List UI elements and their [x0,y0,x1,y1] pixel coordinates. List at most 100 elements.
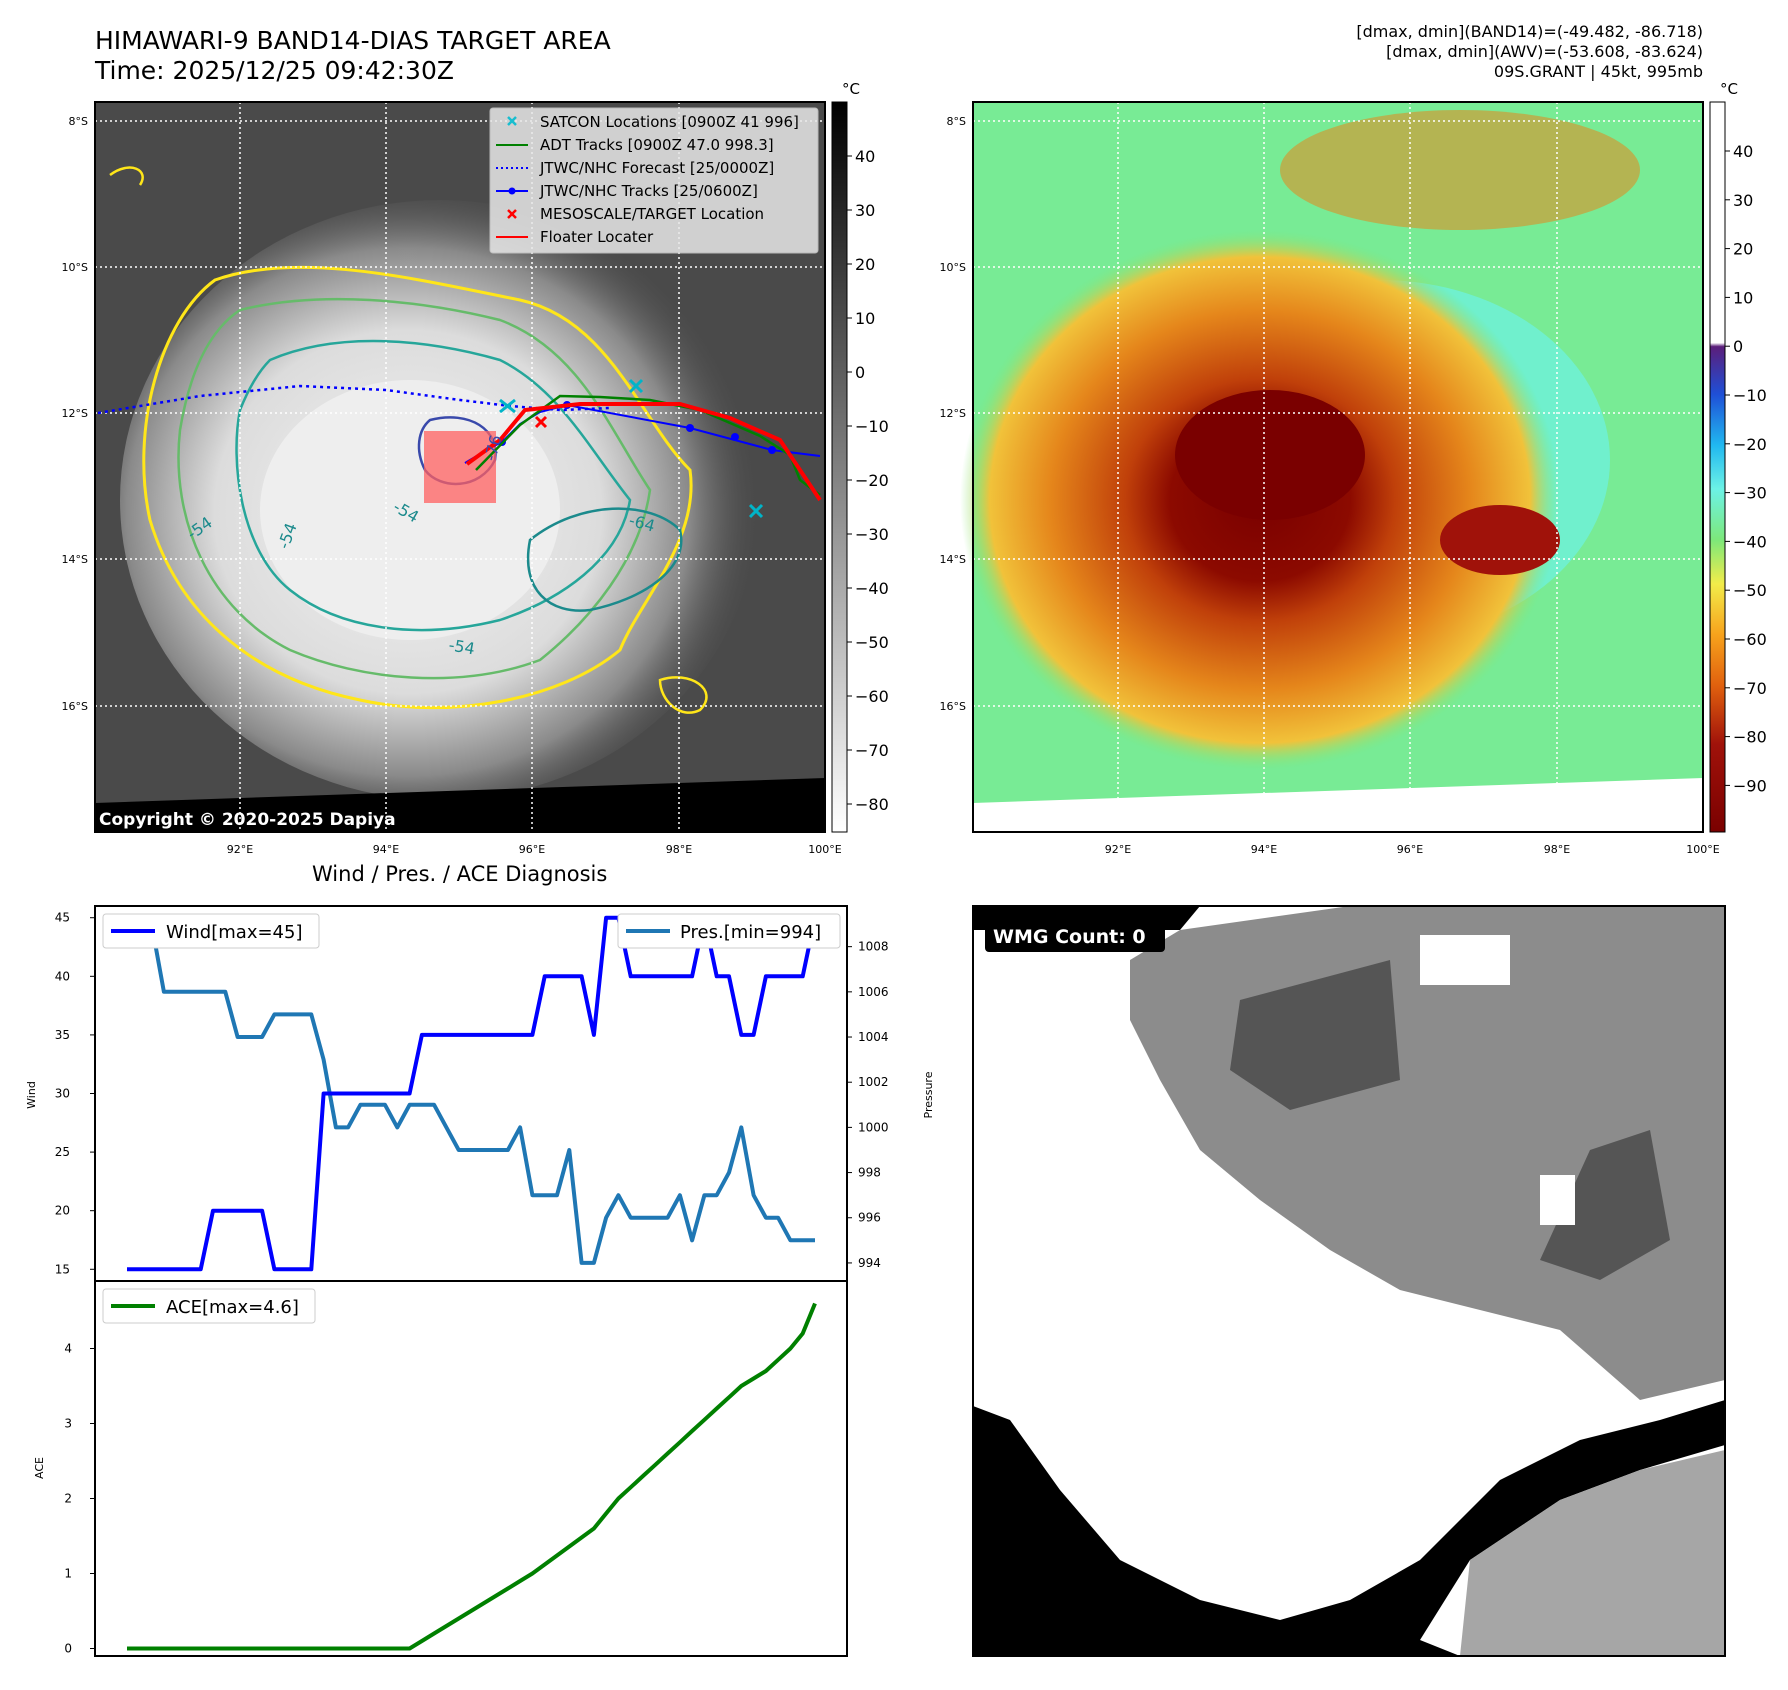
colorbar-tick-label: −80 [1733,728,1767,747]
colorbar-tick-label: −70 [855,741,889,760]
lat-tick-label: 14°S [62,553,88,566]
colorbar-tick-label: −30 [1733,484,1767,503]
lat-tick-label: 10°S [62,261,88,274]
pressure-tick-label: 1002 [858,1075,889,1089]
ace-tick-label: 1 [64,1567,72,1581]
info-line-2: [dmax, dmin](AWV)=(-53.608, -83.624) [1386,42,1703,61]
ace-tick-label: 4 [64,1342,72,1356]
title-line-2: Time: 2025/12/25 09:42:30Z [95,56,454,85]
colorbar-tick-label: 10 [855,309,875,328]
copyright-text: Copyright © 2020-2025 Dapiya [99,810,396,830]
legend-item-wind: Wind[max=45] [166,922,303,943]
colorbar-tick-label: 10 [1733,288,1753,307]
colorbar-tick-label: 30 [1733,191,1753,210]
legend-item-ace: ACE[max=4.6] [166,1297,299,1318]
colorbar-tick-label: 40 [1733,142,1753,161]
pressure-tick-label: 1008 [858,940,889,954]
wind-tick-label: 40 [55,969,70,983]
diagnosis-title: Wind / Pres. / ACE Diagnosis [312,862,608,886]
lon-tick-label: 100°E [1686,843,1719,856]
page-title: HIMAWARI-9 BAND14-DIAS TARGET AREA Time:… [95,26,611,86]
pressure-series-line [127,922,815,1265]
lon-tick-label: 94°E [373,843,399,856]
map-legend: SATCON Locations [0900Z 41 996] ADT Trac… [489,107,819,254]
colorbar-tick-label: −50 [1733,581,1767,600]
wmg-panel: WMG Count: 0 [972,905,1726,1657]
lon-tick-label: 96°E [519,843,545,856]
colorbar-tick-label: −70 [1733,679,1767,698]
lon-tick-label: 98°E [666,843,692,856]
ace-tick-label: 2 [64,1492,72,1506]
colorbar-tick-label: 20 [855,255,875,274]
colorbar-tick-label: −20 [1733,435,1767,454]
ace-series-line [127,1302,817,1651]
colorbar-tick-label: 0 [1733,337,1743,356]
colorbar-tick-label: −90 [1733,776,1767,795]
colorbar-tick-label: −20 [855,471,889,490]
wind-tick-label: 45 [55,911,70,925]
awv-colorbar: °C 40 30 20 10 0 −10 −20 −30 −40 −50 −60 −70 −80 −90 [1709,80,1767,833]
lon-tick-label: 92°E [1105,843,1131,856]
legend-item-pressure: Pres.[min=994] [680,922,821,943]
legend-item-floater-locater: Floater Locater [540,228,654,246]
ace-tick-label: 0 [64,1642,72,1656]
legend-item-jtwc-tracks: JTWC/NHC Tracks [25/0600Z] [539,182,758,200]
wind-pressure-chart: 15 20 25 30 35 40 45 994 996 998 1000 1002 1004 1006… [25,905,935,1282]
legend-item-target-location: MESOSCALE/TARGET Location [540,205,764,223]
colorbar-tick-label: −40 [855,579,889,598]
info-line-1: [dmax, dmin](BAND14)=(-49.482, -86.718) [1356,22,1703,41]
colorbar-tick-label: −60 [1733,630,1767,649]
pressure-tick-label: 996 [858,1211,881,1225]
lon-tick-label: 94°E [1251,843,1277,856]
wind-tick-label: 20 [55,1204,70,1218]
awv-heat-map [960,101,1704,833]
colorbar-tick-label: −10 [1733,386,1767,405]
pressure-tick-label: 1004 [858,1030,889,1044]
wind-tick-label: 30 [55,1087,70,1101]
colorbar-tick-label: −10 [855,417,889,436]
wind-tick-label: 25 [55,1145,70,1159]
legend-item-adt: ADT Tracks [0900Z 47.0 998.3] [540,136,774,154]
colorbar-tick-label: −30 [855,525,889,544]
ace-axis-label: ACE [33,1457,46,1479]
lat-tick-label: 12°S [62,407,88,420]
lat-tick-label: 8°S [69,115,88,128]
ace-tick-label: 3 [64,1417,72,1431]
colorbar-tick-label: 0 [855,363,865,382]
colorbar-tick-label: −80 [855,795,889,814]
lat-tick-label: 8°S [947,115,966,128]
wind-tick-label: 15 [55,1262,70,1276]
colorbar-unit: °C [1720,80,1738,98]
lat-tick-label: 10°S [940,261,966,274]
lat-tick-label: 12°S [940,407,966,420]
ace-chart: 0 1 2 3 4 ACE ACE[max=4.6] [33,1280,848,1657]
colorbar-tick-label: −40 [1733,532,1767,551]
pressure-axis-label: Pressure [922,1071,935,1118]
colorbar-tick-label: 40 [855,147,875,166]
wind-axis-label: Wind [25,1081,38,1109]
lat-tick-label: 16°S [62,700,88,713]
colorbar-tick-label: −50 [855,633,889,652]
colorbar-tick-label: 20 [1733,240,1753,259]
lon-tick-label: 96°E [1397,843,1423,856]
wind-tick-label: 35 [55,1028,70,1042]
lat-tick-label: 14°S [940,553,966,566]
wmg-count-label: WMG Count: 0 [993,926,1146,948]
lat-tick-label: 16°S [940,700,966,713]
pressure-tick-label: 994 [858,1256,881,1270]
info-line-3: 09S.GRANT | 45kt, 995mb [1493,62,1703,81]
ir-colorbar: °C 40 30 20 10 0 −10 −20 −30 −40 −50 −60 −70 −80 [831,80,889,833]
pressure-tick-label: 998 [858,1166,881,1180]
lon-tick-label: 92°E [227,843,253,856]
pressure-tick-label: 1000 [858,1120,889,1134]
colorbar-unit: °C [842,80,860,98]
legend-item-jtwc-forecast: JTWC/NHC Forecast [25/0000Z] [539,159,774,177]
lon-tick-label: 98°E [1544,843,1570,856]
pressure-tick-label: 1006 [858,985,889,999]
lon-tick-label: 100°E [808,843,841,856]
colorbar-tick-label: −60 [855,687,889,706]
colorbar-tick-label: 30 [855,201,875,220]
contour-label: -54 [447,635,476,658]
storm-info: [dmax, dmin](BAND14)=(-49.482, -86.718) … [1356,22,1703,82]
